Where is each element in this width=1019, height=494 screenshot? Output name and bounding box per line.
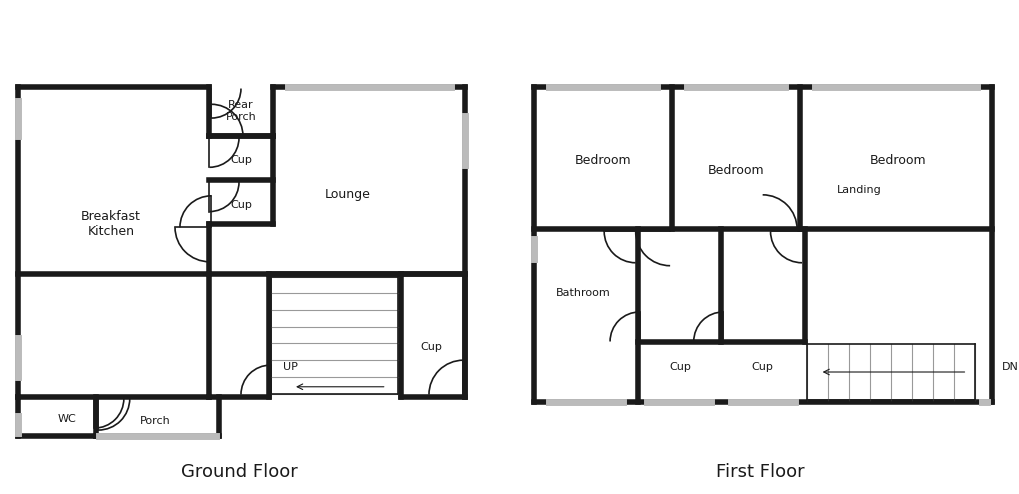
Text: Lounge: Lounge	[324, 188, 370, 202]
Text: WC: WC	[57, 414, 76, 424]
Text: Cup: Cup	[230, 156, 252, 165]
Text: Bedroom: Bedroom	[707, 164, 763, 177]
Text: Breakfast
Kitchen: Breakfast Kitchen	[82, 210, 141, 239]
Text: Cup: Cup	[668, 362, 690, 372]
Text: Bathroom: Bathroom	[555, 288, 610, 298]
Text: Rear
Porch: Rear Porch	[225, 100, 256, 122]
Text: Cup: Cup	[230, 200, 252, 209]
Text: Landing: Landing	[836, 185, 880, 195]
Text: UP: UP	[283, 362, 298, 372]
Text: Cup: Cup	[420, 342, 441, 352]
Text: Porch: Porch	[140, 416, 170, 426]
Text: DN: DN	[1001, 362, 1018, 372]
Text: Bedroom: Bedroom	[869, 154, 926, 167]
Text: Cup: Cup	[751, 362, 772, 372]
Text: Ground Floor: Ground Floor	[180, 463, 298, 481]
Text: Bedroom: Bedroom	[575, 154, 631, 167]
Text: First Floor: First Floor	[715, 463, 804, 481]
